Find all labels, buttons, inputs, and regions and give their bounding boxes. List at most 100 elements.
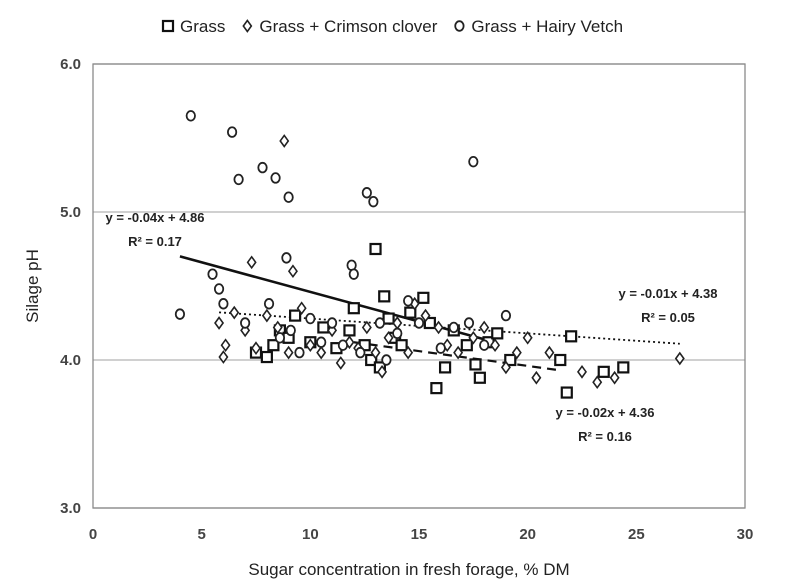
data-point: [403, 345, 414, 360]
data-point: [218, 298, 229, 310]
data-point: [335, 356, 346, 370]
data-point: [337, 339, 349, 351]
data-point: [511, 345, 522, 360]
data-point: [381, 354, 392, 366]
data-point: [479, 320, 490, 335]
data-point: [348, 268, 359, 280]
x-axis: 0 5 10 15 20 25 30: [89, 526, 754, 543]
trendline-equation: y = -0.04x + 4.86: [105, 210, 204, 225]
data-point: [240, 317, 251, 329]
data-point: [226, 126, 238, 138]
data-point: [378, 290, 391, 303]
data-point: [420, 308, 431, 323]
y-tick-label: 5.0: [60, 204, 81, 221]
data-point: [522, 330, 533, 345]
legend: Grass Grass + Crimson clover Grass + Hairy…: [161, 17, 623, 36]
data-point: [214, 316, 225, 330]
data-point: [460, 339, 473, 352]
data-point: [565, 330, 578, 343]
data-point: [317, 321, 330, 334]
data-point: [305, 338, 316, 353]
data-point: [270, 172, 281, 184]
data-point: [257, 161, 268, 174]
trendline-r2: R² = 0.16: [578, 429, 632, 444]
legend-marker: [454, 20, 465, 32]
data-point: [490, 338, 501, 353]
data-point: [281, 252, 292, 264]
data-point: [382, 312, 395, 325]
x-axis-title: Sugar concentration in fresh forage, % D…: [248, 560, 569, 579]
data-point: [246, 255, 257, 270]
data-point: [207, 268, 218, 280]
data-point: [305, 312, 316, 325]
trendline-r2: R² = 0.17: [128, 234, 182, 249]
data-point: [473, 371, 486, 384]
data-point: [544, 345, 555, 360]
data-point: [392, 327, 403, 340]
legend-label: Grass: [180, 17, 225, 36]
x-tick-label: 10: [302, 526, 319, 543]
x-tick-label: 20: [519, 526, 536, 543]
data-point: [531, 370, 542, 385]
data-point: [423, 316, 436, 330]
trendline: [353, 341, 561, 372]
data-point: [413, 317, 425, 329]
data-point: [469, 358, 482, 371]
data-point: [289, 309, 302, 322]
data-point: [285, 324, 296, 337]
data-point: [417, 291, 430, 304]
data-point: [592, 375, 603, 390]
data-point: [343, 324, 356, 337]
y-axis-title: Silage pH: [23, 249, 42, 323]
data-point: [504, 353, 517, 367]
legend-marker: [161, 19, 175, 33]
data-point: [674, 351, 685, 366]
data-point: [220, 338, 231, 353]
data-point: [404, 306, 417, 319]
data-point: [316, 336, 327, 348]
data-point: [560, 386, 573, 399]
data-point: [500, 360, 511, 375]
data-point: [279, 134, 290, 148]
data-point: [491, 327, 504, 340]
data-point: [609, 370, 620, 385]
data-point: [251, 341, 261, 356]
data-point: [374, 317, 385, 329]
x-tick-label: 25: [628, 526, 645, 543]
data-point: [294, 346, 305, 359]
data-point: [233, 173, 244, 186]
data-point: [435, 342, 446, 354]
y-tick-label: 4.0: [60, 352, 81, 369]
data-point: [287, 264, 298, 279]
legend-marker: [242, 19, 253, 33]
data-point: [229, 305, 240, 320]
data-point: [213, 283, 225, 295]
data-point: [361, 187, 372, 199]
y-tick-label: 6.0: [60, 56, 81, 73]
data-point: [365, 353, 378, 367]
data-point: [577, 364, 587, 379]
data-point: [430, 382, 443, 395]
data-point: [370, 345, 381, 360]
trendline-r2: R² = 0.05: [641, 310, 695, 325]
data-point: [261, 308, 272, 323]
data-point: [361, 320, 372, 335]
data-point: [554, 353, 567, 367]
data-point: [617, 361, 630, 374]
x-tick-label: 15: [411, 526, 428, 543]
x-tick-label: 0: [89, 526, 97, 543]
data-point: [433, 320, 444, 335]
data-point: [377, 364, 388, 379]
data-point: [463, 317, 475, 329]
data-point: [296, 301, 307, 316]
data-point: [218, 350, 229, 364]
data-point: [274, 332, 286, 344]
legend-label: Grass + Hairy Vetch: [471, 17, 623, 36]
data-point: [597, 365, 610, 378]
data-point: [174, 308, 186, 320]
data-point: [468, 155, 479, 168]
data-point: [395, 339, 408, 352]
data-point: [448, 321, 459, 334]
data-point: [355, 346, 366, 359]
